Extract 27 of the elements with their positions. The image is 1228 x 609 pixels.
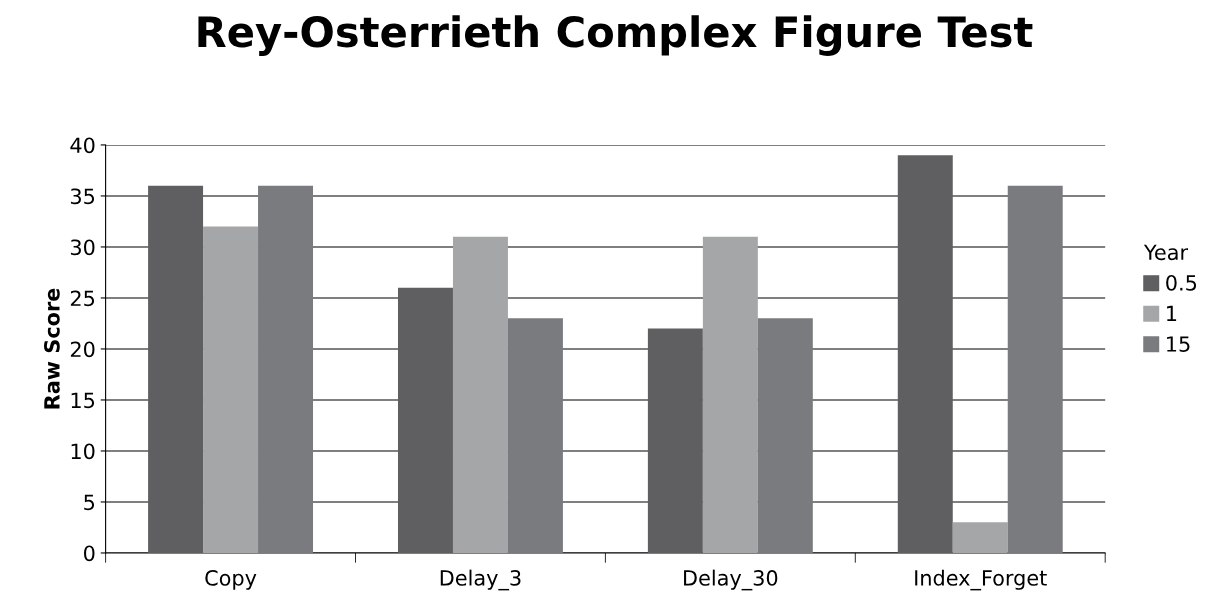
x-tick-label: Index_Forget — [915, 569, 1047, 591]
bar — [452, 236, 508, 553]
y-tick-label: 25 — [70, 290, 95, 307]
x-tick-label: Delay_3 — [440, 569, 521, 591]
y-tick-label: 20 — [70, 341, 95, 358]
y-axis-title: Raw Score — [44, 288, 60, 409]
bar — [507, 318, 563, 553]
x-tick-label: Delay_30 — [684, 569, 778, 591]
legend-label: 15 — [1167, 336, 1190, 352]
y-tick-label: 40 — [70, 137, 95, 154]
bar — [952, 522, 1008, 553]
bar — [757, 318, 813, 553]
y-tick-label: 5 — [84, 494, 95, 511]
y-tick-label: 30 — [70, 239, 95, 256]
bar — [203, 226, 259, 553]
x-tick-label: Copy — [205, 570, 257, 590]
y-tick-label: 35 — [70, 188, 95, 205]
bar — [258, 185, 314, 553]
y-tick-label: 10 — [71, 443, 95, 460]
legend-label: 1 — [1167, 305, 1177, 322]
chart-title: Rey-Osterrieth Complex Figure Test — [198, 15, 1033, 56]
y-tick-label: 0 — [84, 545, 95, 562]
legend-label: 0.5 — [1166, 274, 1197, 291]
y-tick-label: 15 — [71, 392, 95, 409]
bar — [1007, 185, 1063, 553]
bar — [702, 236, 758, 553]
legend-title: Year — [1143, 244, 1189, 261]
